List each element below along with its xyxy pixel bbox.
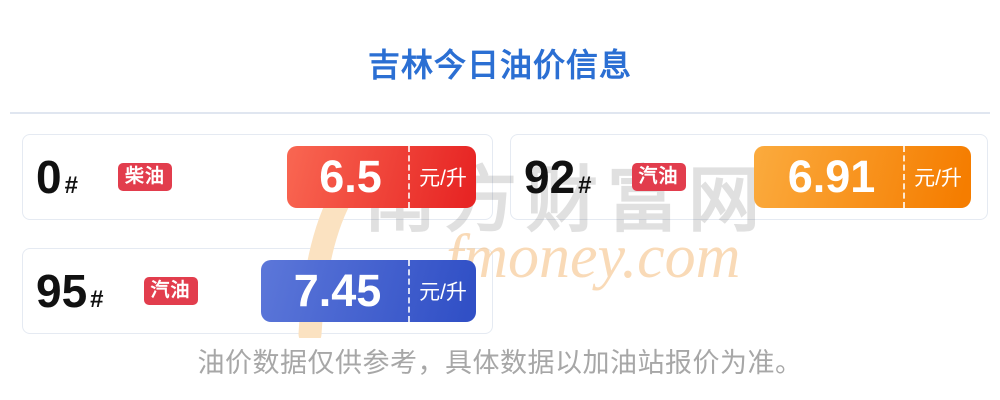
price-block: 6.91 元/升 [754,146,971,208]
price-dashed-divider [408,260,410,322]
fuel-type-badge: 柴油 [117,163,172,191]
fuel-grade-number: 0 [36,151,62,203]
fuel-grade-hash: # [90,286,104,313]
fuel-grade: 92 # [524,154,592,200]
price-block: 6.5 元/升 [287,146,476,208]
footer-disclaimer: 油价数据仅供参考，具体数据以加油站报价为准。 [197,348,803,378]
price-dashed-divider [408,146,410,208]
fuel-card-95-gasoline: 95 # 汽油 7.45 元/升 [22,248,493,334]
fuel-type-badge: 汽油 [143,277,198,305]
header-divider [10,112,990,114]
price-value: 7.45 [293,265,382,316]
fuel-grade: 0 # [36,154,78,200]
price-dashed-divider [903,146,905,208]
fuel-price-cards: 0 # 柴油 6.5 元/升 92 # 汽油 6.91 元/升 95 # 汽油 … [22,134,988,334]
fuel-type-badge: 汽油 [631,163,686,191]
price-value: 6.91 [787,151,876,202]
price-value: 6.5 [319,151,382,202]
fuel-grade-hash: # [578,172,592,199]
fuel-card-92-gasoline: 92 # 汽油 6.91 元/升 [510,134,988,220]
fuel-grade-number: 92 [524,151,576,203]
fuel-grade-number: 95 [36,265,88,317]
fuel-grade-hash: # [64,172,78,199]
fuel-grade: 95 # [36,268,104,314]
price-block: 7.45 元/升 [261,260,476,322]
price-unit: 元/升 [419,167,467,190]
price-unit: 元/升 [914,167,962,190]
page-title: 吉林今日油价信息 [367,47,632,83]
price-unit: 元/升 [419,281,467,304]
fuel-card-0-diesel: 0 # 柴油 6.5 元/升 [22,134,493,220]
